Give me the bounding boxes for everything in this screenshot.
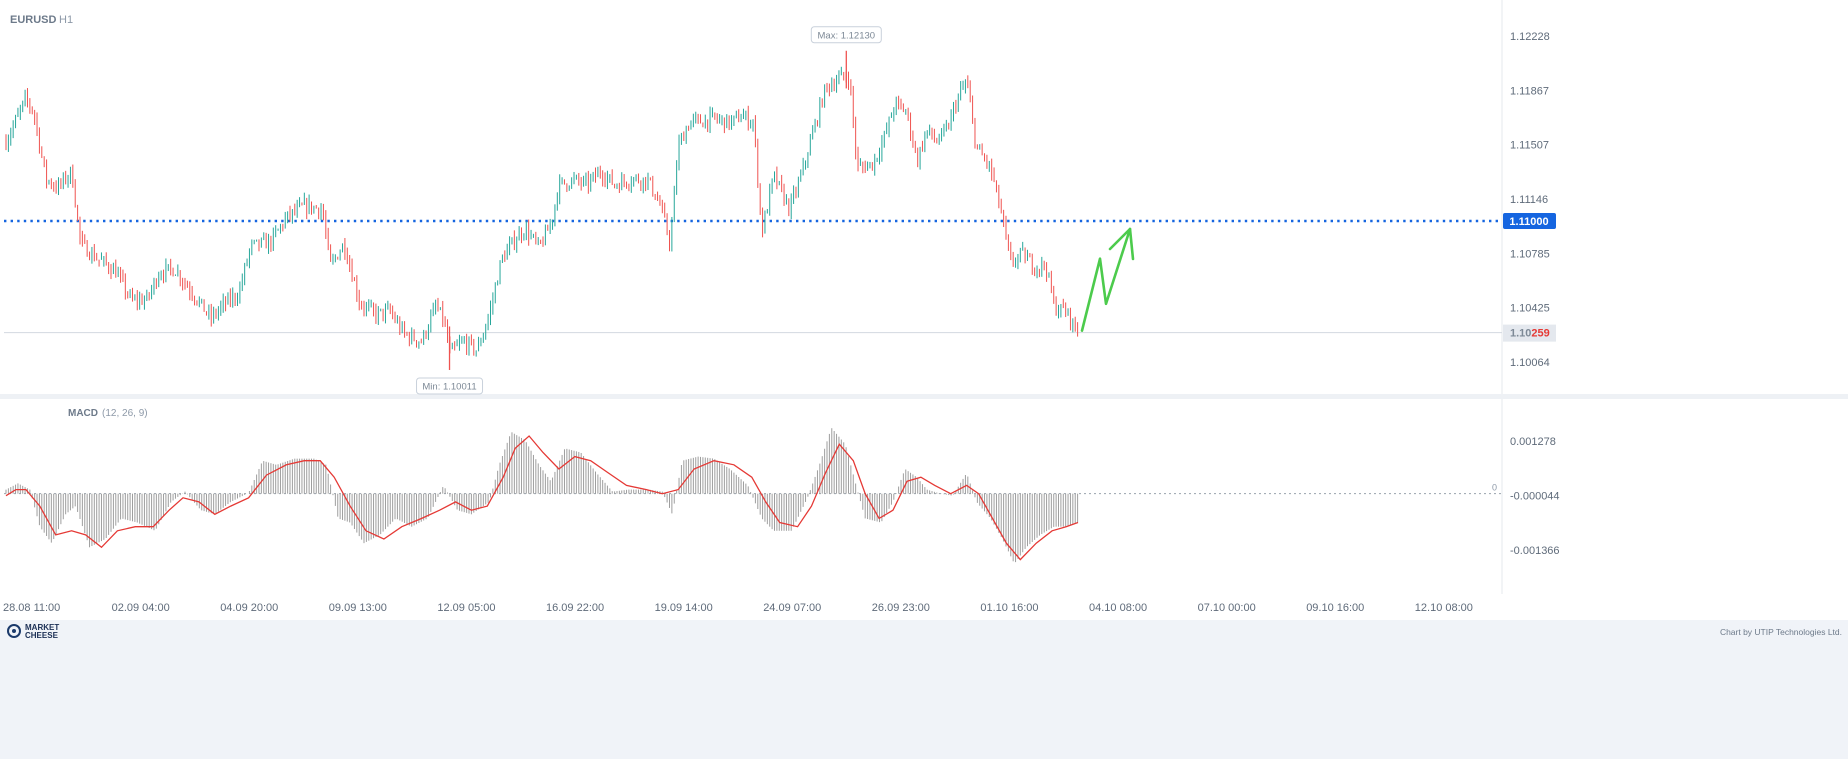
macd-signal-line: [5, 435, 1079, 561]
forecast-arrow-head: [1108, 227, 1135, 261]
time-tick-label: 12.10 08:00: [1415, 602, 1473, 614]
current-tag-suffix: 259: [1531, 328, 1549, 340]
time-tick-label: 24.09 07:00: [763, 602, 821, 614]
min-label-box: [416, 377, 484, 395]
max-label-box: [810, 26, 882, 44]
macd-title: MACD: [68, 408, 98, 419]
macd-params: (12, 26, 9): [102, 408, 148, 419]
forecast-arrow: [1080, 227, 1132, 332]
time-tick-label: 09.10 16:00: [1306, 602, 1364, 614]
time-tick-label: 09.09 13:00: [329, 602, 387, 614]
time-tick-label: 16.09 22:00: [546, 602, 604, 614]
current-tag-box: [1503, 324, 1556, 342]
time-tick-label: 28.08 11:00: [3, 602, 60, 614]
price-tick-label: 1.10785: [1510, 248, 1550, 260]
current-tag-prefix: 1.10: [1510, 328, 1531, 340]
candlestick-series: [5, 50, 1079, 370]
logo-icon-dot: [12, 629, 16, 633]
level-price-tag[interactable]: 1.11000: [1503, 212, 1556, 229]
current-price-tag: 1.10259: [1503, 324, 1556, 342]
price-tick-label: 1.11867: [1510, 85, 1549, 97]
time-tick-label: 04.09 20:00: [220, 602, 278, 614]
time-tick-label: 19.09 14:00: [655, 602, 713, 614]
price-tick-label: 1.11507: [1510, 140, 1549, 152]
time-tick-label: 07.10 00:00: [1198, 602, 1256, 614]
brand-line1: MARKET: [25, 623, 59, 632]
macd-tick-label: -0.000044: [1510, 491, 1560, 503]
level-tag-box: [1503, 212, 1556, 229]
price-tick-label: 1.10425: [1510, 303, 1550, 315]
price-tick-label: 1.12228: [1510, 31, 1550, 43]
pane-separator[interactable]: [0, 394, 1848, 399]
min-label-text: Min: 1.10011: [422, 381, 476, 392]
brand-line2: CHEESE: [25, 631, 59, 640]
timeframe-label: H1: [59, 14, 73, 26]
macd-axis-ticks: 0.001278 -0.000044 -0.001366: [1510, 436, 1560, 557]
min-label: Min: 1.10011: [416, 377, 484, 395]
time-tick-label: 04.10 08:00: [1089, 602, 1147, 614]
time-axis: [0, 594, 1848, 620]
price-axis-ticks: 1.12228 1.11867 1.11507 1.11146 1.10785 1.104…: [1510, 31, 1550, 369]
max-label-text: Max: 1.12130: [818, 30, 876, 41]
macd-tick-label: 0.001278: [1510, 436, 1556, 448]
logo-icon: [7, 624, 21, 638]
time-tick-label: 01.10 16:00: [980, 602, 1038, 614]
time-tick-label: 26.09 23:00: [872, 602, 930, 614]
chart-credit: Chart by UTIP Technologies Ltd.: [1720, 627, 1842, 637]
brand-logo: MARKET CHEESE: [7, 623, 59, 640]
footer-bar: [0, 620, 1848, 759]
price-tick-label: 1.11146: [1510, 194, 1548, 206]
level-tag-text: 1.11000: [1509, 216, 1548, 228]
time-tick-label: 02.09 04:00: [112, 602, 170, 614]
price-tick-label: 1.10064: [1510, 357, 1550, 369]
time-axis-ticks: 28.08 11:00 02.09 04:00 04.09 20:00 09.09 1…: [3, 602, 1473, 614]
time-tick-label: 12.09 05:00: [437, 602, 495, 614]
macd-zero-label: 0: [1492, 483, 1497, 493]
max-label: Max: 1.12130: [810, 26, 882, 44]
macd-tick-label: -0.001366: [1510, 545, 1560, 557]
current-tag-text: 1.10259: [1510, 328, 1550, 340]
symbol-label: EURUSD: [10, 14, 57, 26]
macd-histogram: [5, 428, 1079, 563]
